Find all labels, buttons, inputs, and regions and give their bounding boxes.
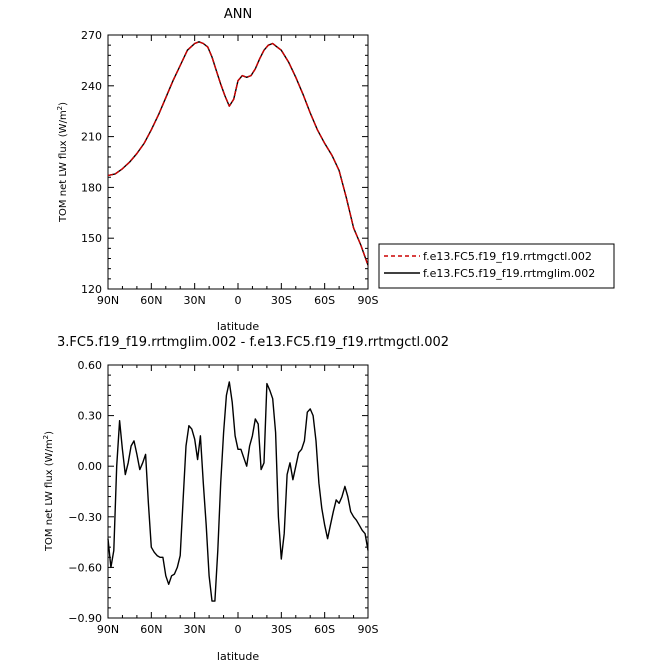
chart-1-xtick-label-2: 30N: [184, 294, 206, 307]
chart-2-xtick-label-5: 60S: [314, 623, 335, 636]
chart-2-ytick-label-4: 0.30: [78, 410, 103, 423]
chart-2: 3.FC5.f19_f19.rrtmglim.002 - f.e13.FC5.f…: [42, 335, 449, 663]
chart-2-ticks: 90N 60N 30N 0 30S 60S 90S −0.90 −0.60 −0.30 0.00 0.…: [68, 359, 378, 636]
chart-1-xtick-label-1: 60N: [140, 294, 162, 307]
chart-2-ylabel: TOM net LW flux (W/m2): [42, 431, 55, 552]
chart-1-ylabel: TOM net LW flux (W/m2): [56, 102, 69, 223]
chart-2-xtick-label-4: 30S: [271, 623, 292, 636]
chart-2-ytick-label-3: 0.00: [78, 460, 103, 473]
chart-1-xtick-label-0: 90N: [97, 294, 119, 307]
chart-2-series: [107, 381, 369, 602]
chart-2-series-0: [107, 381, 369, 602]
chart-2-ytick-label-1: −0.60: [68, 561, 102, 574]
chart-1-ytick-label-1: 150: [81, 232, 102, 245]
chart-1-ytick-label-5: 270: [81, 29, 102, 42]
chart-2-ylabel-sup: 2: [42, 435, 50, 439]
chart-1-title: ANN: [224, 7, 252, 22]
chart-1-xtick-label-4: 30S: [271, 294, 292, 307]
chart-1-series-0: [107, 41, 369, 266]
chart-2-ytick-label-2: −0.30: [68, 511, 102, 524]
chart-1-ytick-label-2: 180: [81, 181, 102, 194]
chart-2-ytick-label-5: 0.60: [78, 359, 103, 372]
chart-1-ytick-label-0: 120: [81, 283, 102, 296]
chart-1-ytick-label-3: 210: [81, 131, 102, 144]
chart-2-ytick-label-0: −0.90: [68, 612, 102, 625]
chart-1-ylabel-main: TOM net LW flux (W/m: [58, 110, 69, 223]
chart-2-ylabel-main: TOM net LW flux (W/m: [44, 439, 55, 552]
chart-1-xtick-label-6: 90S: [358, 294, 379, 307]
chart-1-series-1: [107, 41, 369, 266]
legend-label-1: f.e13.FC5.f19_f19.rrtmgctl.002: [423, 250, 592, 263]
chart-2-xtick-label-6: 90S: [358, 623, 379, 636]
chart-1-series: [107, 41, 369, 266]
legend-box: [378, 243, 615, 289]
chart-2-xtick-label-2: 30N: [184, 623, 206, 636]
chart-1-ylabel-sup: 2: [56, 106, 64, 110]
chart-1-ticks: 90N 60N 30N 0 30S 60S 90S 120 150 180 210 240 270: [81, 29, 379, 307]
chart-2-xlabel: latitude: [217, 650, 259, 663]
chart-1-xtick-label-5: 60S: [314, 294, 335, 307]
chart-2-xtick-label-1: 60N: [140, 623, 162, 636]
chart-2-frame: [107, 364, 369, 619]
chart-1-xtick-label-3: 0: [235, 294, 242, 307]
chart-1: ANN 90N 60N 30N 0 30S 60S 90S 120 150 180 210 240 27…: [56, 7, 615, 333]
chart-2-title: 3.FC5.f19_f19.rrtmglim.002 - f.e13.FC5.f…: [57, 335, 449, 350]
chart-1-frame: [107, 34, 369, 290]
legend-label-2: f.e13.FC5.f19_f19.rrtmglim.002: [423, 267, 595, 280]
chart-1-ytick-label-4: 240: [81, 80, 102, 93]
chart-2-ylabel-close: ): [44, 431, 55, 435]
chart-2-xtick-label-0: 90N: [97, 623, 119, 636]
chart-1-ylabel-close: ): [58, 102, 69, 106]
chart-2-xtick-label-3: 0: [235, 623, 242, 636]
legend: f.e13.FC5.f19_f19.rrtmgctl.002 f.e13.FC5…: [378, 243, 615, 289]
chart-1-xlabel: latitude: [217, 320, 259, 333]
